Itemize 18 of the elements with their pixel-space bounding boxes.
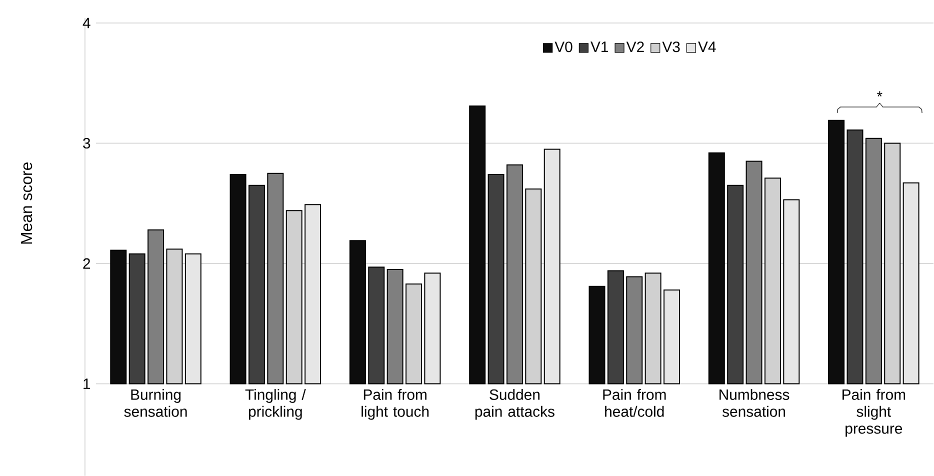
y-tick-label: 3 [83, 138, 90, 148]
x-tick-label: Pain from heat/cold [603, 388, 666, 417]
y-tick-label: 1 [84, 378, 90, 389]
x-tick-label: Tingling / prickling [245, 388, 306, 420]
legend-label: V0 [554, 41, 572, 52]
legend-label: V3 [662, 41, 680, 52]
x-tick-label: Pain from light touch [362, 388, 429, 420]
x-tick-label: Sudden pain attacks [475, 388, 554, 420]
x-tick-label: Burning sensation [124, 388, 187, 417]
legend-label: V2 [626, 41, 644, 52]
annotation: * [876, 91, 882, 96]
y-tick-label: 4 [82, 18, 90, 28]
x-tick-label: Pain from slight pressure [842, 388, 906, 437]
legend-label: V1 [590, 42, 608, 52]
y-axis-title: Mean score [21, 162, 32, 244]
x-tick-label: Numbness sensation [720, 388, 790, 417]
legend-label: V4 [698, 42, 716, 52]
y-tick-label: 2 [83, 258, 90, 269]
